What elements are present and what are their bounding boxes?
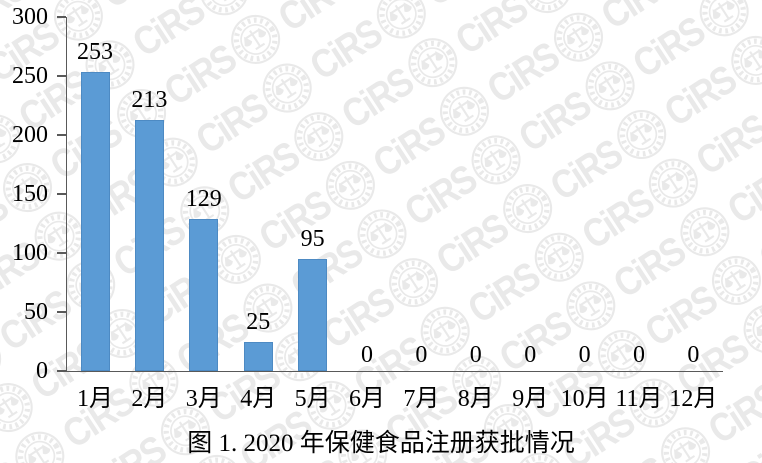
bar-3月: [189, 218, 219, 371]
y-tick-mark: [57, 75, 66, 77]
y-tick-mark: [57, 193, 66, 195]
y-tick-mark: [57, 370, 66, 372]
bar-value-label: 0: [687, 342, 700, 368]
x-tick-label: 1月: [77, 386, 113, 412]
y-tick-mark: [57, 311, 66, 313]
y-tick-mark: [57, 16, 66, 18]
y-tick-label: 300: [12, 4, 48, 30]
y-tick-mark: [57, 134, 66, 136]
y-tick-label: 200: [12, 122, 48, 148]
bar-value-label: 25: [246, 308, 271, 335]
bar-2月: [134, 119, 164, 371]
bar-value-label: 0: [524, 342, 537, 368]
x-tick-label: 7月: [403, 386, 440, 412]
x-axis-line: [65, 370, 723, 372]
bar-4月: [243, 341, 273, 371]
y-axis-line: [65, 17, 67, 371]
figure-caption: 图 1. 2020 年保健食品注册获批情况: [187, 430, 575, 457]
x-tick-label: 12月: [669, 386, 718, 412]
bar-5月: [298, 258, 328, 371]
y-tick-label: 150: [12, 181, 48, 207]
y-tick-label: 0: [36, 358, 48, 384]
bar-value-label: 253: [77, 39, 113, 66]
bar-value-label: 0: [361, 342, 373, 368]
y-tick-label: 250: [12, 63, 48, 89]
bar-value-label: 213: [131, 86, 168, 113]
x-tick-label: 10月: [560, 386, 609, 412]
x-tick-label: 4月: [240, 386, 277, 412]
y-tick-mark: [57, 252, 66, 254]
y-tick-label: 50: [24, 299, 48, 325]
bar-value-label: 0: [578, 342, 591, 368]
bar-value-label: 95: [300, 225, 325, 252]
bar-1月: [80, 72, 110, 371]
y-tick-label: 100: [12, 240, 48, 266]
bar-value-label: 129: [185, 185, 222, 212]
